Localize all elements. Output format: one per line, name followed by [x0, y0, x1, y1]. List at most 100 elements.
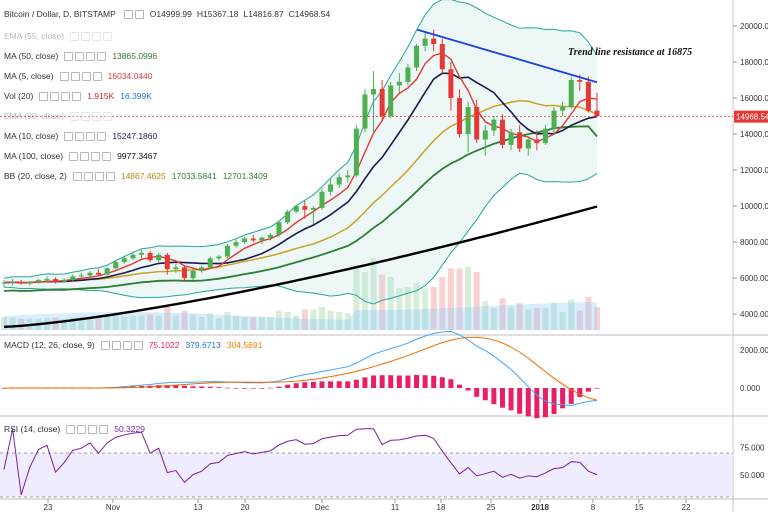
volume-bar: [508, 307, 515, 330]
rsi-name[interactable]: RSI (14, close): [4, 424, 61, 434]
settings-toggle[interactable]: [134, 9, 144, 19]
ma5-eye-icon[interactable]: [59, 71, 69, 81]
candle-body: [199, 267, 205, 271]
rsi-band: [0, 453, 733, 497]
bb-gear-icon[interactable]: [83, 171, 93, 181]
visibility-toggle[interactable]: [123, 9, 133, 19]
ma5-line: [3, 52, 598, 284]
macd-histogram-bar: [293, 383, 299, 388]
macd-plus-icon[interactable]: [122, 340, 132, 350]
ma100-eye-icon[interactable]: [69, 151, 79, 161]
price-tick-label: 6000.00: [740, 274, 768, 283]
volume-bar: [215, 318, 222, 330]
macd-histogram-bar: [465, 388, 471, 391]
volume-bar: [533, 308, 540, 330]
macd-name[interactable]: MACD (12, 26, close, 9): [4, 340, 95, 350]
time-tick-label: 25: [487, 503, 496, 512]
macd-histogram-bar: [448, 379, 454, 388]
ma10-gear-icon[interactable]: [75, 131, 85, 141]
ma50-eye-icon[interactable]: [64, 51, 74, 61]
volume-bar: [490, 308, 497, 330]
legend-name-ema90[interactable]: EMA (90, close): [4, 111, 64, 121]
candle-body: [499, 119, 505, 145]
ma5-close-icon[interactable]: [92, 71, 102, 81]
volume-bar: [276, 310, 283, 330]
legend-name-ma10[interactable]: MA (10, close): [4, 131, 59, 141]
macd-close-icon[interactable]: [133, 340, 143, 350]
ema90-close-icon[interactable]: [103, 111, 112, 121]
bb-eye-icon[interactable]: [72, 171, 82, 181]
macd-histogram-bar: [560, 388, 566, 409]
candle-body: [396, 81, 402, 86]
trend-line: [416, 28, 598, 84]
ema55-close-icon[interactable]: [103, 31, 112, 41]
macd-histogram-bar: [267, 387, 273, 389]
symbol-title[interactable]: Bitcoin / Dollar, D, BITSTAMP: [4, 9, 116, 19]
vol-eye-icon[interactable]: [39, 91, 49, 101]
ema90-gear-icon[interactable]: [81, 111, 90, 121]
ma100-plus-icon[interactable]: [91, 151, 101, 161]
rsi-plus-icon[interactable]: [88, 424, 98, 434]
bb-close-icon[interactable]: [105, 171, 115, 181]
legend-value-ma5-0: 16034.0440: [107, 71, 153, 81]
ma10-eye-icon[interactable]: [64, 131, 74, 141]
candle-body: [96, 272, 102, 275]
legend-name-bb[interactable]: BB (20, close, 2): [4, 171, 67, 181]
candle-body: [121, 258, 127, 262]
legend-name-vol[interactable]: Vol (20): [4, 91, 34, 101]
rsi-gear-icon[interactable]: [77, 424, 87, 434]
legend-name-ma50[interactable]: MA (50, close): [4, 51, 59, 61]
ma100-close-icon[interactable]: [102, 151, 112, 161]
close-value: C14968.54: [288, 9, 331, 19]
volume-bar: [318, 307, 325, 330]
macd-tick-label: 2000.000: [740, 346, 768, 355]
legend-value-bb-2: 12701.3409: [222, 171, 268, 181]
candle-body: [10, 281, 16, 283]
ema55-gear-icon[interactable]: [81, 31, 90, 41]
ma10-plus-icon[interactable]: [86, 131, 96, 141]
volume-bar: [284, 312, 291, 330]
volume-bar: [353, 265, 360, 330]
ema55-eye-icon[interactable]: [70, 31, 79, 41]
ema90-plus-icon[interactable]: [92, 111, 101, 121]
legend-name-ma100[interactable]: MA (100, close): [4, 151, 64, 161]
rsi-eye-icon[interactable]: [66, 424, 76, 434]
bb-plus-icon[interactable]: [94, 171, 104, 181]
volume-bar: [499, 298, 506, 330]
rsi-close-icon[interactable]: [99, 424, 109, 434]
volume-bar: [387, 277, 394, 330]
ma5-gear-icon[interactable]: [70, 71, 80, 81]
ma50-plus-icon[interactable]: [86, 51, 96, 61]
macd-gear-icon[interactable]: [111, 340, 121, 350]
candle-body: [242, 238, 248, 243]
legend-name-ema55[interactable]: EMA (55, close): [4, 31, 64, 41]
ma100-gear-icon[interactable]: [80, 151, 90, 161]
macd-histogram-bar: [542, 388, 548, 418]
ma5-plus-icon[interactable]: [81, 71, 91, 81]
volume-bar: [164, 307, 171, 330]
price-tick-label: 10000.00: [740, 202, 768, 211]
legend-name-ma5[interactable]: MA (5, close): [4, 71, 54, 81]
ma50-gear-icon[interactable]: [75, 51, 85, 61]
vol-gear-icon[interactable]: [50, 91, 60, 101]
candle-body: [508, 132, 514, 145]
time-tick-label: 2018: [531, 503, 549, 512]
macd-histogram-bar: [259, 388, 265, 389]
macd-histogram-bar: [534, 388, 540, 419]
bollinger-middle-line: [3, 100, 598, 284]
vol-close-icon[interactable]: [72, 91, 82, 101]
candle-body: [70, 276, 76, 280]
macd-eye-icon[interactable]: [100, 340, 110, 350]
vol-plus-icon[interactable]: [61, 91, 71, 101]
price-tick-label: 14000.00: [740, 130, 768, 139]
macd-histogram-bar: [164, 385, 170, 388]
macd-histogram-bar: [491, 388, 497, 405]
candle-body: [44, 279, 50, 281]
ma50-close-icon[interactable]: [97, 51, 107, 61]
ema90-eye-icon[interactable]: [70, 111, 79, 121]
macd-histogram-bar: [353, 379, 359, 388]
ema55-plus-icon[interactable]: [92, 31, 101, 41]
candle-body: [474, 107, 480, 140]
ma10-close-icon[interactable]: [97, 131, 107, 141]
